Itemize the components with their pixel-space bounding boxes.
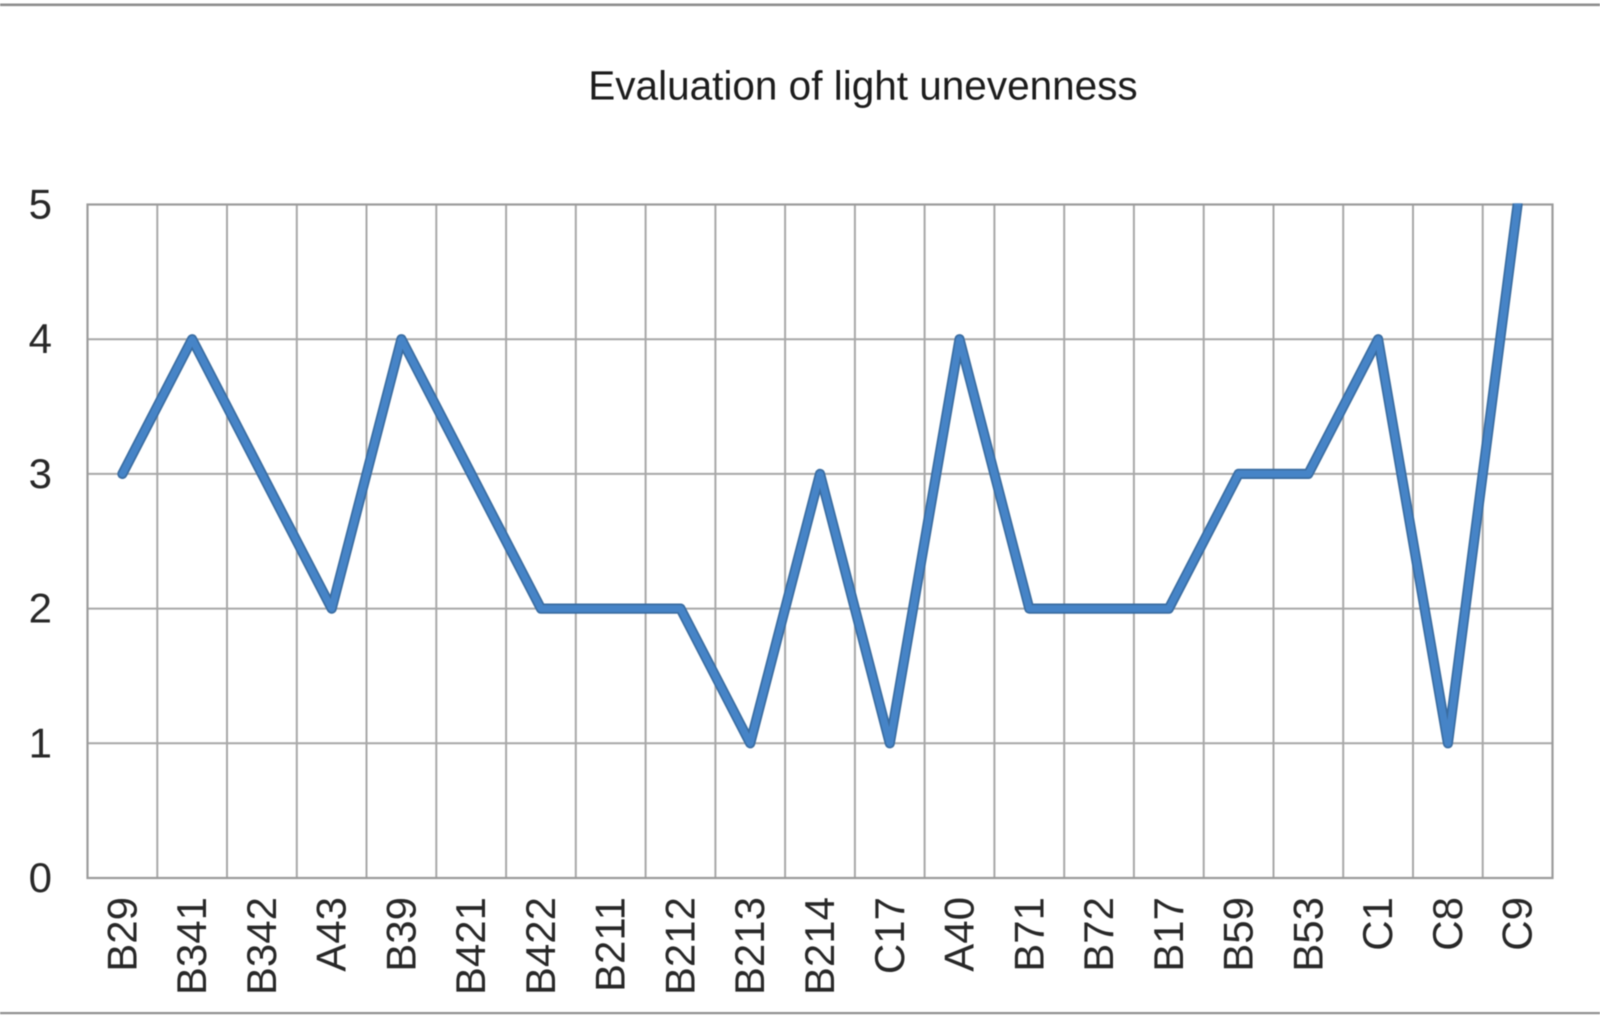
svg-text:B72: B72 [1075, 897, 1122, 972]
svg-text:A43: A43 [308, 897, 355, 972]
svg-text:C9: C9 [1494, 897, 1541, 951]
svg-text:5: 5 [29, 181, 52, 228]
svg-text:3: 3 [29, 450, 52, 497]
svg-text:B71: B71 [1005, 897, 1052, 972]
svg-text:A40: A40 [936, 897, 983, 972]
svg-text:B422: B422 [517, 897, 564, 995]
svg-text:2: 2 [29, 585, 52, 632]
svg-text:C17: C17 [866, 897, 913, 974]
svg-text:C8: C8 [1424, 897, 1471, 951]
svg-text:B211: B211 [587, 897, 634, 992]
svg-text:4: 4 [29, 315, 52, 362]
svg-text:C1: C1 [1354, 897, 1401, 951]
svg-text:1: 1 [29, 719, 52, 766]
svg-text:B17: B17 [1145, 897, 1192, 972]
svg-text:B59: B59 [1215, 897, 1262, 972]
svg-text:B213: B213 [726, 897, 773, 995]
svg-text:B29: B29 [98, 897, 145, 972]
svg-text:B342: B342 [238, 897, 285, 995]
svg-text:B212: B212 [657, 897, 704, 995]
svg-text:0: 0 [29, 854, 52, 901]
svg-text:B214: B214 [796, 897, 843, 995]
svg-text:Evaluation of light unevenness: Evaluation of light unevenness [588, 63, 1137, 109]
svg-text:B341: B341 [168, 897, 215, 995]
svg-text:B421: B421 [447, 897, 494, 995]
svg-text:B39: B39 [377, 897, 424, 972]
svg-text:B53: B53 [1284, 897, 1331, 972]
